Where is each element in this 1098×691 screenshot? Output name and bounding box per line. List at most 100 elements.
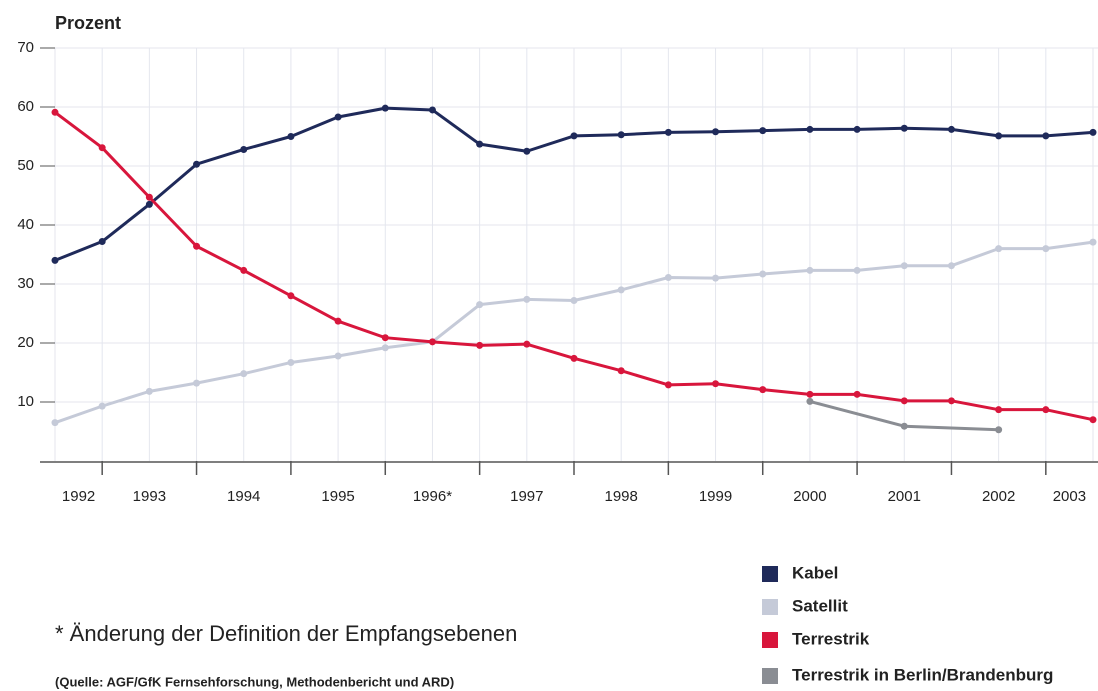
point xyxy=(381,344,389,352)
legend-swatch xyxy=(762,566,778,582)
point xyxy=(570,354,578,362)
point xyxy=(287,133,295,140)
point xyxy=(476,341,484,349)
x-tick-label: 2002 xyxy=(982,488,1015,505)
point xyxy=(806,125,814,133)
point xyxy=(712,128,720,136)
legend-label: Terrestrik xyxy=(792,629,870,648)
point xyxy=(759,270,767,278)
point xyxy=(381,334,389,342)
point xyxy=(1042,406,1050,414)
x-tick-label: 1999 xyxy=(699,488,732,505)
point xyxy=(287,292,295,300)
point xyxy=(240,266,248,274)
point xyxy=(664,274,672,282)
point xyxy=(900,262,908,270)
x-tick-label: 1997 xyxy=(510,488,543,505)
point xyxy=(334,113,342,121)
source: (Quelle: AGF/GfK Fernsehforschung, Metho… xyxy=(55,674,454,689)
point xyxy=(995,132,1003,140)
point xyxy=(853,390,861,398)
point xyxy=(664,381,672,389)
point xyxy=(806,397,814,405)
point xyxy=(759,386,767,394)
x-tick-label: 1992 xyxy=(62,488,95,505)
x-tick-label: 1994 xyxy=(227,488,260,505)
point xyxy=(193,160,201,168)
point xyxy=(947,262,955,270)
point xyxy=(334,317,342,325)
point xyxy=(523,295,531,303)
point xyxy=(570,132,578,140)
legend-swatch xyxy=(762,599,778,615)
point xyxy=(145,200,153,208)
point xyxy=(51,256,59,264)
y-tick-label: 20 xyxy=(17,334,34,351)
point xyxy=(617,286,625,294)
point xyxy=(1089,416,1097,424)
point xyxy=(900,422,908,430)
point xyxy=(947,397,955,405)
point xyxy=(806,390,814,398)
point xyxy=(995,406,1003,414)
y-tick-label: 40 xyxy=(17,216,34,233)
y-tick-label: 70 xyxy=(17,39,34,56)
point xyxy=(476,301,484,309)
point xyxy=(240,370,248,378)
point xyxy=(806,266,814,274)
legend-swatch xyxy=(762,668,778,684)
x-tick-label: 2000 xyxy=(793,488,826,505)
point xyxy=(98,402,106,410)
point xyxy=(145,193,153,201)
point xyxy=(98,144,106,152)
x-tick-label: 1993 xyxy=(133,488,166,505)
legend-label: Terrestrik in Berlin/Brandenburg xyxy=(792,665,1053,684)
point xyxy=(334,352,342,360)
footnote: * Änderung der Definition der Empfangseb… xyxy=(55,621,517,646)
point xyxy=(240,145,248,153)
legend-label: Kabel xyxy=(792,563,838,582)
y-axis-label: Prozent xyxy=(55,13,121,33)
y-tick-label: 10 xyxy=(17,393,34,410)
point xyxy=(617,367,625,375)
point xyxy=(98,238,106,246)
point xyxy=(428,338,436,346)
y-tick-label: 50 xyxy=(17,157,34,174)
point xyxy=(947,125,955,133)
point xyxy=(570,297,578,305)
x-tick-label: 1995 xyxy=(321,488,354,505)
point xyxy=(145,387,153,395)
point xyxy=(193,379,201,387)
x-tick-label: 1996* xyxy=(413,488,452,505)
point xyxy=(995,426,1003,434)
point xyxy=(1089,238,1097,246)
point xyxy=(712,274,720,282)
point xyxy=(381,104,389,112)
point xyxy=(476,140,484,148)
point xyxy=(193,242,201,250)
point xyxy=(523,147,531,155)
x-tick-label: 2001 xyxy=(888,488,921,505)
x-tick-label: 1998 xyxy=(604,488,637,505)
point xyxy=(853,125,861,133)
point xyxy=(287,358,295,366)
point xyxy=(1089,128,1097,136)
point xyxy=(759,127,767,135)
point xyxy=(51,419,59,427)
point xyxy=(853,266,861,274)
point xyxy=(664,128,672,136)
y-tick-label: 60 xyxy=(17,98,34,115)
x-tick-label: 2003 xyxy=(1053,488,1086,505)
point xyxy=(995,245,1003,253)
point xyxy=(900,124,908,132)
point xyxy=(1042,245,1050,253)
legend-label: Satellit xyxy=(792,596,848,615)
y-tick-label: 30 xyxy=(17,275,34,292)
point xyxy=(617,131,625,139)
point xyxy=(900,397,908,405)
point xyxy=(523,340,531,348)
point xyxy=(1042,132,1050,140)
point xyxy=(712,380,720,388)
legend-swatch xyxy=(762,632,778,648)
